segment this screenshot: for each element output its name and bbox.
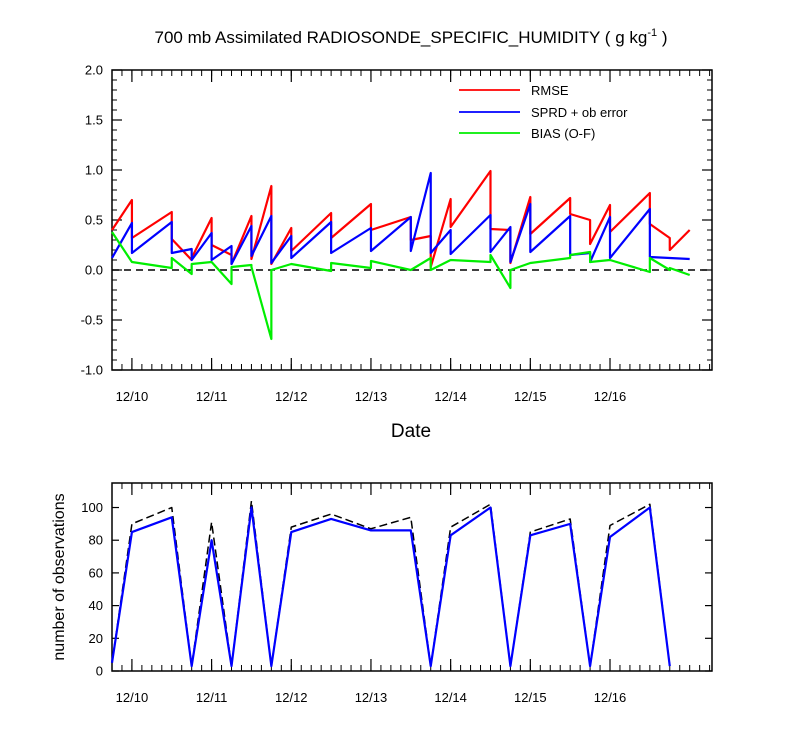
top-x-tick-label: 12/12 [275,389,308,404]
top-x-tick-label: 12/14 [434,389,467,404]
bottom-axis-ticks: 0 20 40 60 80 100 12/10 12/11 12/12 12/13 12/14 12/… [81,483,712,705]
bottom-y-tick-label: 20 [89,631,103,646]
bottom-x-tick-label: 12/16 [594,690,627,705]
bottom-x-tick-label: 12/13 [355,690,388,705]
top-series-group [111,169,712,341]
top-panel: -1.0 -0.5 0.0 0.5 1.0 1.5 2.0 12/10 12/11 12/12 12… [81,63,713,442]
top-series-rmse [111,169,691,269]
bottom-series-used [110,506,671,668]
top-y-tick-label: 2.0 [85,63,103,78]
bottom-y-tick-label: 100 [81,500,103,515]
bottom-y-tick-label: 80 [89,533,103,548]
top-x-tick-label: 12/10 [116,389,149,404]
chart-title-end: ) [657,28,667,47]
bottom-y-tick-label: 40 [89,598,103,613]
legend-label-sprd: SPRD + ob error [531,105,628,120]
top-y-tick-label: 0.5 [85,213,103,228]
top-series-bias-o-f [111,231,691,341]
chart-title-superscript: -1 [647,27,657,39]
top-x-tick-label: 12/13 [355,389,388,404]
top-y-tick-label: -1.0 [81,363,103,378]
top-axis-ticks: -1.0 -0.5 0.0 0.5 1.0 1.5 2.0 12/10 12/11 12/12 12… [81,63,712,404]
bottom-y-tick-label: 60 [89,565,103,580]
legend: RMSE SPRD + ob error BIAS (O-F) [459,83,628,141]
top-y-tick-label: 1.0 [85,163,103,178]
top-x-tick-label: 12/11 [196,389,228,404]
top-y-tick-label: -0.5 [81,313,103,328]
bottom-panel-frame [111,482,713,672]
bottom-y-axis-label: number of observations [51,493,68,660]
legend-label-bias: BIAS (O-F) [531,126,595,141]
legend-label-rmse: RMSE [531,83,569,98]
bottom-y-tick-label: 0 [96,664,103,679]
top-x-axis-label: Date [391,421,431,442]
top-y-tick-label: 0.0 [85,263,103,278]
bottom-x-tick-label: 12/11 [196,690,228,705]
bottom-x-tick-label: 12/15 [514,690,547,705]
bottom-series-group [110,500,671,668]
top-x-tick-label: 12/15 [514,389,547,404]
bottom-panel: 0 20 40 60 80 100 12/10 12/11 12/12 12/13 12/14 12/… [51,482,713,705]
chart-title-main: 700 mb Assimilated RADIOSONDE_SPECIFIC_H… [155,28,648,47]
bottom-x-tick-label: 12/12 [275,690,308,705]
top-y-tick-label: 1.5 [85,113,103,128]
bottom-x-tick-label: 12/14 [434,690,467,705]
bottom-x-tick-label: 12/10 [116,690,149,705]
top-x-tick-label: 12/16 [594,389,627,404]
chart-title: 700 mb Assimilated RADIOSONDE_SPECIFIC_H… [155,27,668,47]
